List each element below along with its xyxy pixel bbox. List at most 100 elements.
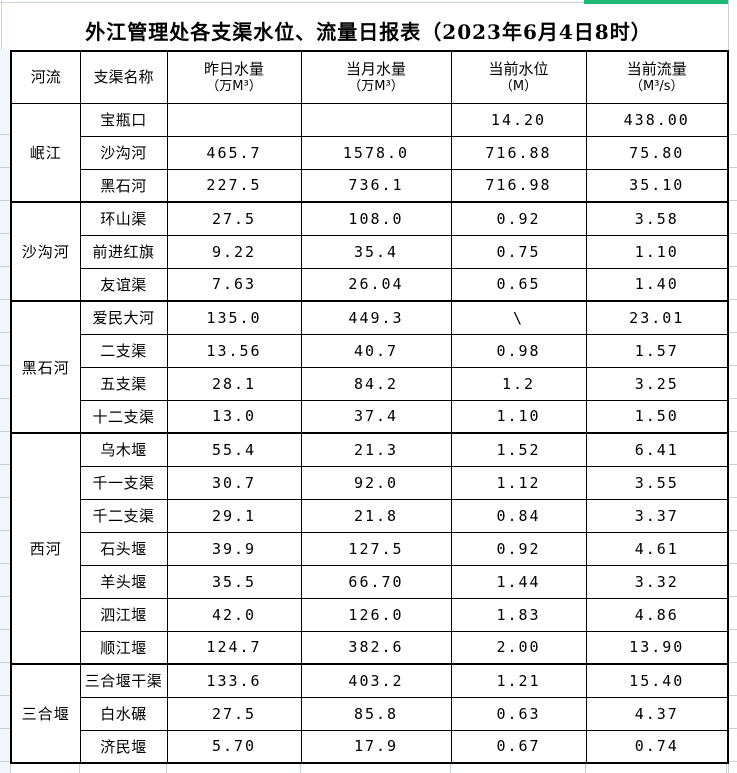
value-cell[interactable]: 40.7 [300, 333, 452, 368]
value-cell[interactable]: 1.10 [585, 234, 729, 269]
value-cell[interactable]: 126.0 [300, 597, 452, 632]
value-cell[interactable]: 42.0 [166, 597, 302, 632]
value-cell[interactable]: 438.00 [585, 102, 729, 137]
channel-name-cell[interactable]: 乌木堰 [79, 432, 168, 467]
value-cell[interactable]: 3.25 [585, 366, 729, 401]
channel-name-cell[interactable]: 十二支渠 [79, 399, 168, 434]
value-cell[interactable]: 1.40 [585, 267, 729, 302]
column-header-channel[interactable]: 支渠名称 [79, 50, 168, 104]
value-cell[interactable]: 716.98 [450, 168, 587, 203]
value-cell[interactable]: 35.4 [300, 234, 452, 269]
river-cell[interactable]: 西河 [10, 432, 81, 665]
channel-name-cell[interactable]: 友谊渠 [79, 267, 168, 302]
value-cell[interactable]: 66.70 [300, 564, 452, 599]
value-cell[interactable]: 0.65 [450, 267, 587, 302]
value-cell[interactable]: 15.40 [585, 663, 729, 698]
value-cell[interactable]: 13.0 [166, 399, 302, 434]
channel-name-cell[interactable]: 济民堰 [79, 729, 168, 764]
channel-name-cell[interactable]: 五支渠 [79, 366, 168, 401]
river-cell[interactable]: 沙沟河 [10, 201, 81, 302]
value-cell[interactable]: 0.75 [450, 234, 587, 269]
value-cell[interactable]: 3.37 [585, 498, 729, 533]
value-cell[interactable]: 0.98 [450, 333, 587, 368]
value-cell[interactable]: 0.92 [450, 531, 587, 566]
value-cell[interactable]: 26.04 [300, 267, 452, 302]
river-cell[interactable]: 三合堰 [10, 663, 81, 764]
value-cell[interactable]: 7.63 [166, 267, 302, 302]
value-cell[interactable]: 1.83 [450, 597, 587, 632]
value-cell[interactable]: 403.2 [300, 663, 452, 698]
value-cell[interactable]: 92.0 [300, 465, 452, 500]
value-cell[interactable]: 4.61 [585, 531, 729, 566]
value-cell[interactable]: 28.1 [166, 366, 302, 401]
value-cell[interactable]: 1.2 [450, 366, 587, 401]
value-cell[interactable]: 1.44 [450, 564, 587, 599]
value-cell[interactable]: 124.7 [166, 630, 302, 665]
channel-name-cell[interactable]: 泗江堰 [79, 597, 168, 632]
value-cell[interactable]: 17.9 [300, 729, 452, 764]
channel-name-cell[interactable]: 前进红旗 [79, 234, 168, 269]
value-cell[interactable]: 736.1 [300, 168, 452, 203]
value-cell[interactable]: 449.3 [300, 300, 452, 335]
value-cell[interactable]: 1.12 [450, 465, 587, 500]
value-cell[interactable]: \ [450, 300, 587, 335]
river-cell[interactable]: 岷江 [10, 102, 81, 203]
value-cell[interactable]: 85.8 [300, 696, 452, 731]
channel-name-cell[interactable]: 羊头堰 [79, 564, 168, 599]
value-cell[interactable]: 0.84 [450, 498, 587, 533]
value-cell[interactable]: 23.01 [585, 300, 729, 335]
column-header-yesterday-volume[interactable]: 昨日水量 （万M³） [166, 50, 302, 104]
value-cell[interactable]: 3.58 [585, 201, 729, 236]
channel-name-cell[interactable]: 石头堰 [79, 531, 168, 566]
value-cell[interactable]: 382.6 [300, 630, 452, 665]
value-cell[interactable]: 13.90 [585, 630, 729, 665]
value-cell[interactable]: 3.32 [585, 564, 729, 599]
value-cell[interactable]: 1.50 [585, 399, 729, 434]
value-cell[interactable]: 9.22 [166, 234, 302, 269]
value-cell[interactable]: 3.55 [585, 465, 729, 500]
channel-name-cell[interactable]: 千二支渠 [79, 498, 168, 533]
value-cell[interactable] [166, 102, 302, 137]
channel-name-cell[interactable]: 爱民大河 [79, 300, 168, 335]
value-cell[interactable]: 13.56 [166, 333, 302, 368]
value-cell[interactable]: 55.4 [166, 432, 302, 467]
value-cell[interactable]: 37.4 [300, 399, 452, 434]
value-cell[interactable]: 21.8 [300, 498, 452, 533]
value-cell[interactable]: 1.57 [585, 333, 729, 368]
value-cell[interactable]: 35.10 [585, 168, 729, 203]
value-cell[interactable]: 465.7 [166, 135, 302, 170]
value-cell[interactable]: 1.10 [450, 399, 587, 434]
value-cell[interactable]: 716.88 [450, 135, 587, 170]
value-cell[interactable]: 30.7 [166, 465, 302, 500]
value-cell[interactable]: 75.80 [585, 135, 729, 170]
channel-name-cell[interactable]: 顺江堰 [79, 630, 168, 665]
value-cell[interactable]: 1.52 [450, 432, 587, 467]
river-cell[interactable]: 黑石河 [10, 300, 81, 434]
value-cell[interactable]: 2.00 [450, 630, 587, 665]
value-cell[interactable]: 133.6 [166, 663, 302, 698]
channel-name-cell[interactable]: 三合堰干渠 [79, 663, 168, 698]
value-cell[interactable]: 0.92 [450, 201, 587, 236]
channel-name-cell[interactable]: 二支渠 [79, 333, 168, 368]
value-cell[interactable]: 6.41 [585, 432, 729, 467]
value-cell[interactable]: 4.86 [585, 597, 729, 632]
value-cell[interactable]: 127.5 [300, 531, 452, 566]
value-cell[interactable] [300, 102, 452, 137]
channel-name-cell[interactable]: 千一支渠 [79, 465, 168, 500]
value-cell[interactable]: 0.63 [450, 696, 587, 731]
value-cell[interactable]: 29.1 [166, 498, 302, 533]
value-cell[interactable]: 5.70 [166, 729, 302, 764]
value-cell[interactable]: 27.5 [166, 201, 302, 236]
column-header-current-flow[interactable]: 当前流量 （M³/s） [585, 50, 729, 104]
value-cell[interactable]: 227.5 [166, 168, 302, 203]
channel-name-cell[interactable]: 宝瓶口 [79, 102, 168, 137]
value-cell[interactable]: 21.3 [300, 432, 452, 467]
value-cell[interactable]: 0.74 [585, 729, 729, 764]
channel-name-cell[interactable]: 黑石河 [79, 168, 168, 203]
channel-name-cell[interactable]: 环山渠 [79, 201, 168, 236]
value-cell[interactable]: 1.21 [450, 663, 587, 698]
value-cell[interactable]: 14.20 [450, 102, 587, 137]
value-cell[interactable]: 4.37 [585, 696, 729, 731]
channel-name-cell[interactable]: 沙沟河 [79, 135, 168, 170]
value-cell[interactable]: 108.0 [300, 201, 452, 236]
